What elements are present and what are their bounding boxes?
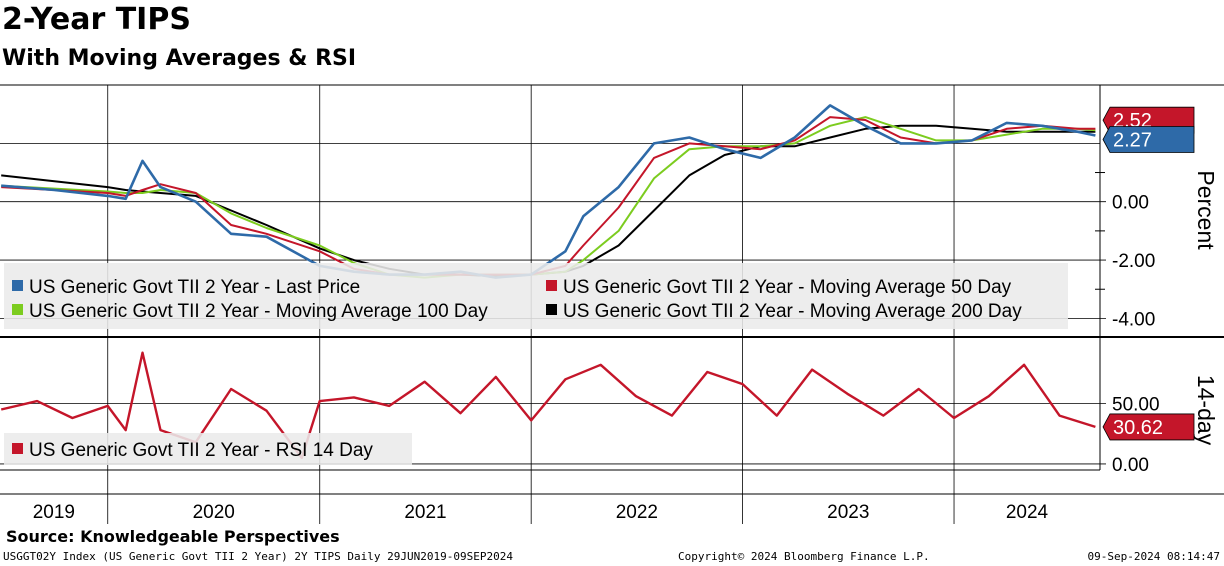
chart-title: 2-Year TIPS — [2, 2, 191, 37]
rsi-ytick-label: 0.00 — [1112, 455, 1149, 476]
series-line-ma200 — [1, 124, 1096, 278]
price-legend-box — [4, 263, 1068, 329]
rsi-last-value-tag — [1102, 413, 1195, 441]
legend-label: US Generic Govt TII 2 Year - Moving Aver… — [563, 277, 1012, 298]
x-category-label: 2024 — [1006, 502, 1049, 523]
series-line-rsi — [0, 351, 1096, 460]
rsi-ylabel: 14-day — [1193, 375, 1219, 446]
x-category-label: 2020 — [193, 502, 235, 523]
last-price-value-tag-label: 2.27 — [1113, 129, 1152, 151]
legend-label: US Generic Govt TII 2 Year - Moving Aver… — [29, 301, 488, 322]
last-price-value-tag — [1102, 126, 1195, 153]
series-line-ma50 — [1, 116, 1096, 276]
legend-label: US Generic Govt TII 2 Year - Moving Aver… — [563, 301, 1022, 322]
legend-swatch — [546, 304, 557, 315]
price-ylabel: Percent — [1193, 170, 1219, 250]
rsi-ytick-label: 50.00 — [1112, 394, 1160, 415]
legend-swatch — [546, 280, 557, 291]
price-ytick-label: -4.00 — [1112, 309, 1155, 330]
legend-swatch — [12, 280, 23, 291]
legend-swatch — [12, 304, 23, 315]
x-category-label: 2021 — [404, 502, 446, 523]
legend-label: US Generic Govt TII 2 Year - RSI 14 Day — [29, 440, 373, 461]
security-description: USGGT02Y Index (US Generic Govt TII 2 Ye… — [3, 550, 513, 563]
legend-swatch — [12, 443, 23, 454]
rsi-legend-box — [4, 433, 412, 465]
series-line-last_price — [1, 104, 1096, 279]
copyright-note: Copyright© 2024 Bloomberg Finance L.P. — [678, 550, 930, 563]
series-line-ma100 — [1, 116, 1096, 279]
timestamp: 09-Sep-2024 08:14:47 — [1087, 550, 1220, 563]
source-note: Source: Knowledgeable Perspectives — [6, 527, 340, 546]
legend-label: US Generic Govt TII 2 Year - Last Price — [29, 277, 360, 298]
price-ytick-label: 0.00 — [1112, 193, 1149, 214]
x-category-label: 2019 — [33, 502, 75, 523]
rsi-last-value-tag-label: 30.62 — [1113, 417, 1163, 439]
price-ytick-label: -2.00 — [1112, 251, 1155, 272]
x-category-label: 2022 — [616, 502, 658, 523]
chart-subtitle: With Moving Averages & RSI — [2, 46, 357, 71]
x-category-label: 2023 — [827, 502, 869, 523]
